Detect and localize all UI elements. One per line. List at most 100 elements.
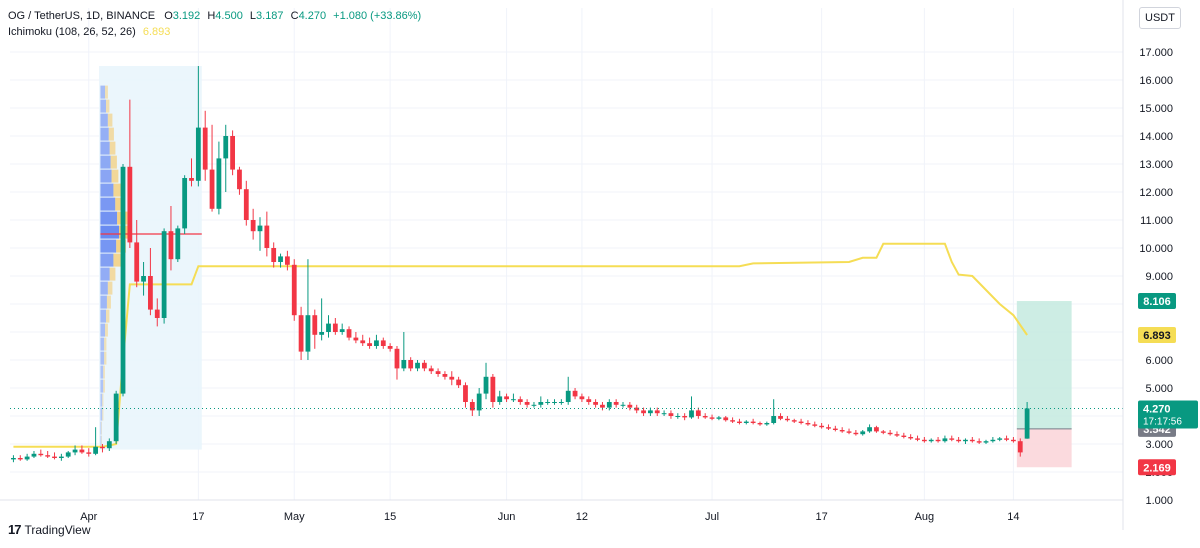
volume-profile-bar: [100, 267, 110, 281]
stop-price-label-bg: [1138, 459, 1176, 476]
candle: [189, 158, 194, 187]
close-label: C: [290, 10, 299, 22]
volume-profile-bar: [109, 267, 116, 281]
candle: [593, 399, 599, 408]
candle-body: [449, 376, 455, 380]
candle-body: [93, 446, 99, 454]
candle-body: [374, 340, 379, 346]
volume-profile-bar: [111, 169, 119, 183]
volume-profile-bar: [100, 211, 118, 225]
volume-profile-bar: [107, 281, 113, 295]
candle: [1024, 402, 1030, 439]
candle-body: [346, 329, 352, 338]
candle-body: [511, 399, 516, 401]
candle: [421, 360, 427, 372]
candle: [476, 388, 482, 416]
change-value: +1.080 (+33.86%): [333, 10, 422, 22]
tradingview-logo[interactable]: 17 TradingView: [8, 522, 91, 537]
volume-profile-bar: [113, 253, 122, 267]
candle: [202, 110, 208, 181]
y-tick-label: 12.000: [1139, 187, 1173, 199]
candle-body: [319, 332, 325, 335]
symbol-line: OG / TetherUS, 1D, BINANCE: [8, 10, 156, 22]
candle: [634, 404, 640, 414]
candle-body: [394, 348, 400, 369]
candle: [689, 396, 694, 419]
volume-profile-bar: [115, 197, 125, 211]
x-tick-label: 17: [816, 511, 828, 523]
candle: [695, 407, 701, 419]
volume-profile-bar: [100, 169, 112, 183]
candle: [161, 228, 167, 324]
candle-body: [38, 453, 44, 456]
candle: [209, 124, 215, 212]
candle-body: [332, 323, 338, 332]
candle-body: [894, 434, 900, 436]
volume-profile-bar: [100, 113, 108, 127]
candle-body: [278, 256, 283, 262]
candle: [428, 365, 434, 374]
ichimoku-price-label: 6.893: [1138, 326, 1176, 343]
candle: [846, 428, 852, 435]
candle: [921, 437, 927, 443]
candle-body: [312, 315, 318, 335]
volume-profile-bar: [105, 85, 108, 99]
last-price-text: 4.270: [1143, 403, 1171, 415]
volume-profile-bar: [100, 225, 120, 239]
x-tick-label: May: [284, 511, 305, 523]
candle-body: [490, 376, 496, 402]
candle: [58, 453, 64, 461]
candle-body: [579, 396, 585, 400]
candle: [737, 418, 742, 425]
candle: [45, 451, 51, 458]
volume-profile-bar: [106, 295, 111, 309]
candle-body: [476, 393, 482, 411]
candle: [284, 250, 290, 271]
candle-body: [17, 458, 23, 460]
y-tick-label: 6.000: [1145, 355, 1173, 367]
candle-body: [558, 402, 564, 403]
candle-body: [72, 449, 78, 453]
candle-body: [867, 427, 872, 432]
candle-body: [517, 399, 523, 402]
candle: [490, 374, 496, 408]
candle-body: [997, 438, 1003, 440]
candle-body: [750, 421, 756, 423]
symbol-row: OG / TetherUS, 1D, BINANCE O3.192 H4.500…: [8, 8, 421, 24]
volume-profile-bar: [100, 183, 114, 197]
candle-body: [45, 455, 51, 457]
candle-body: [901, 435, 907, 437]
y-tick-label: 10.000: [1139, 243, 1173, 255]
candle: [504, 393, 509, 402]
candle: [86, 448, 92, 457]
candle-body: [456, 379, 462, 386]
candle-body: [161, 231, 167, 318]
candle: [175, 225, 181, 262]
candle-body: [353, 337, 359, 341]
candle: [72, 445, 78, 456]
volume-profile-bar: [100, 253, 114, 267]
candle: [100, 444, 105, 453]
candle: [24, 453, 30, 461]
y-tick-label: 15.000: [1139, 103, 1173, 115]
candle: [641, 407, 646, 416]
candle: [298, 306, 304, 360]
indicator-row[interactable]: Ichimoku (108, 26, 52, 26) 6.893: [8, 24, 421, 40]
currency-button[interactable]: USDT: [1139, 7, 1181, 29]
candle-body: [702, 416, 708, 418]
candle-body: [572, 390, 578, 397]
target-price-label: 8.106: [1138, 293, 1176, 310]
candle-body: [826, 427, 831, 429]
volume-profile-bar: [107, 113, 113, 127]
candle: [442, 371, 448, 380]
candle-body: [743, 421, 749, 423]
candle-body: [291, 264, 297, 316]
candle-body: [764, 423, 770, 425]
candle-body: [497, 396, 503, 402]
candle-body: [880, 431, 886, 433]
volume-profile-bar: [108, 127, 114, 141]
candle: [374, 334, 379, 349]
